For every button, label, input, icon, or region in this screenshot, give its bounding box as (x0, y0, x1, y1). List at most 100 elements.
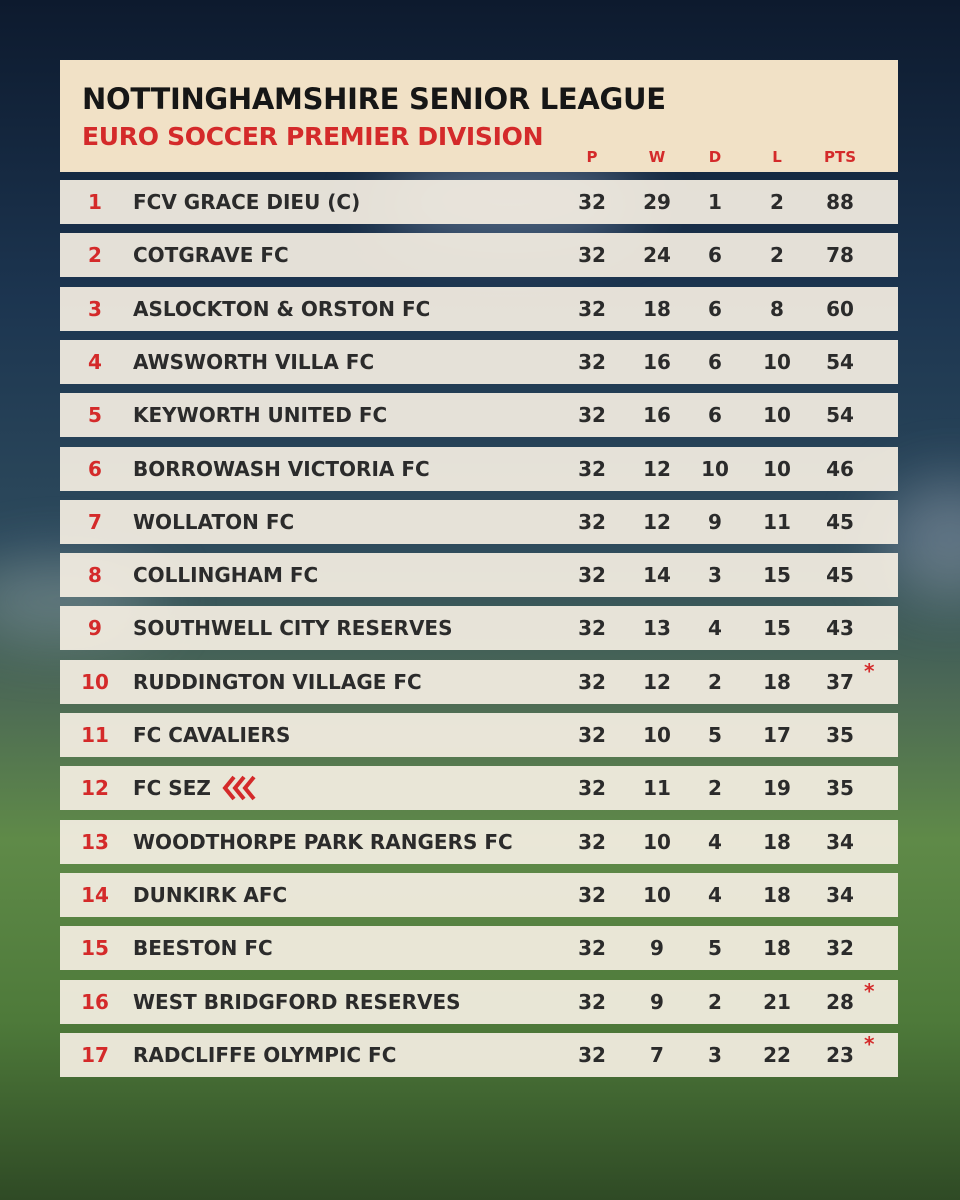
position: 5 (88, 403, 102, 428)
stat-d: 4 (708, 829, 722, 854)
note-mark: * (864, 978, 875, 1003)
stat-pts: 35 (826, 723, 854, 747)
stat-l: 17 (763, 723, 791, 747)
stat-p: 32 (578, 349, 606, 374)
stat-w: 9 (650, 936, 664, 961)
position: 16 (81, 989, 109, 1014)
position: 7 (88, 509, 102, 534)
team-name: FC CAVALIERS (133, 723, 291, 747)
stat-l: 15 (763, 616, 791, 641)
stat-w: 7 (650, 1042, 664, 1067)
table-row: 3 ASLOCKTON & ORSTON FC 32 18 6 8 60 (60, 286, 898, 331)
stat-l: 15 (763, 563, 791, 588)
stat-d: 5 (708, 723, 722, 747)
stat-d: 2 (708, 669, 722, 694)
stat-d: 6 (708, 296, 722, 321)
team-name: AWSWORTH VILLA FC (133, 349, 375, 374)
stat-l: 2 (770, 190, 784, 214)
stat-p: 32 (578, 296, 606, 321)
stat-p: 32 (578, 563, 606, 588)
table-row: 11 FC CAVALIERS 32 10 5 17 35 (60, 713, 898, 757)
column-header: D (708, 148, 722, 166)
subtitle: EURO SOCCER PREMIER DIVISION (82, 122, 544, 151)
stat-p: 32 (578, 776, 606, 801)
column-header: L (772, 148, 782, 166)
stat-p: 32 (578, 403, 606, 428)
team-name: BORROWASH VICTORIA FC (133, 456, 430, 481)
position: 8 (88, 563, 102, 588)
stat-p: 32 (578, 616, 606, 641)
stat-pts: 45 (826, 563, 854, 588)
stat-w: 14 (643, 563, 671, 588)
stat-d: 3 (708, 1042, 722, 1067)
stat-w: 18 (643, 296, 671, 321)
stat-l: 22 (763, 1042, 791, 1067)
column-header: W (648, 148, 666, 166)
stat-p: 32 (578, 882, 606, 907)
stat-p: 32 (578, 829, 606, 854)
note-mark: * (864, 658, 875, 683)
stat-w: 10 (643, 723, 671, 747)
stat-d: 2 (708, 989, 722, 1014)
table-row: 1 FCV GRACE DIEU (C) 32 29 1 2 88 (60, 180, 898, 224)
stat-w: 12 (643, 509, 671, 534)
stat-pts: 34 (826, 882, 854, 907)
stat-l: 10 (763, 349, 791, 374)
stat-p: 32 (578, 509, 606, 534)
stat-l: 18 (763, 936, 791, 961)
arrow-icon (222, 775, 256, 801)
stat-l: 19 (763, 776, 791, 801)
stat-p: 32 (578, 243, 606, 268)
stat-d: 10 (701, 456, 729, 481)
stat-p: 32 (578, 723, 606, 747)
team-name: FC SEZ (133, 776, 211, 801)
team-name: WEST BRIDGFORD RESERVES (133, 989, 461, 1014)
position: 6 (88, 456, 102, 481)
stat-l: 10 (763, 403, 791, 428)
team-name: RUDDINGTON VILLAGE FC (133, 669, 422, 694)
stat-w: 12 (643, 456, 671, 481)
team-name: SOUTHWELL CITY RESERVES (133, 616, 453, 641)
table-row: 13 WOODTHORPE PARK RANGERS FC 32 10 4 18 34 (60, 819, 898, 864)
stat-d: 4 (708, 882, 722, 907)
stat-l: 18 (763, 669, 791, 694)
stat-p: 32 (578, 1042, 606, 1067)
stat-pts: 35 (826, 776, 854, 801)
stat-d: 3 (708, 563, 722, 588)
table-row: 9 SOUTHWELL CITY RESERVES 32 13 4 15 43 (60, 606, 898, 651)
table-row: 10 RUDDINGTON VILLAGE FC 32 12 2 18 37 * (60, 659, 898, 704)
stat-pts: 37 (826, 669, 854, 694)
position: 11 (81, 723, 109, 747)
position: 10 (81, 669, 109, 694)
team-name: KEYWORTH UNITED FC (133, 403, 388, 428)
team-name: WOLLATON FC (133, 509, 295, 534)
table-row: 2 COTGRAVE FC 32 24 6 2 78 (60, 233, 898, 278)
position: 3 (88, 296, 102, 321)
table-row: 15 BEESTON FC 32 9 5 18 32 (60, 926, 898, 971)
table-row: 8 COLLINGHAM FC 32 14 3 15 45 (60, 553, 898, 598)
stat-pts: 46 (826, 456, 854, 481)
stat-d: 5 (708, 936, 722, 961)
stat-pts: 45 (826, 509, 854, 534)
stat-w: 9 (650, 989, 664, 1014)
stat-w: 10 (643, 882, 671, 907)
stat-pts: 60 (826, 296, 854, 321)
stat-pts: 43 (826, 616, 854, 641)
stat-w: 11 (643, 776, 671, 801)
stat-l: 10 (763, 456, 791, 481)
column-header: P (586, 148, 598, 166)
stat-w: 10 (643, 829, 671, 854)
stat-pts: 28 (826, 989, 854, 1014)
table-row: 16 WEST BRIDGFORD RESERVES 32 9 2 21 28 * (60, 979, 898, 1024)
stat-l: 21 (763, 989, 791, 1014)
position: 13 (81, 829, 109, 854)
table-row: 14 DUNKIRK AFC 32 10 4 18 34 (60, 872, 898, 917)
stat-w: 16 (643, 349, 671, 374)
position: 4 (88, 349, 102, 374)
note-mark: * (864, 1031, 875, 1056)
stat-p: 32 (578, 669, 606, 694)
table-row: 17 RADCLIFFE OLYMPIC FC 32 7 3 22 23 * (60, 1032, 898, 1077)
stat-l: 18 (763, 882, 791, 907)
table-row: 5 KEYWORTH UNITED FC 32 16 6 10 54 (60, 393, 898, 438)
position: 15 (81, 936, 109, 961)
